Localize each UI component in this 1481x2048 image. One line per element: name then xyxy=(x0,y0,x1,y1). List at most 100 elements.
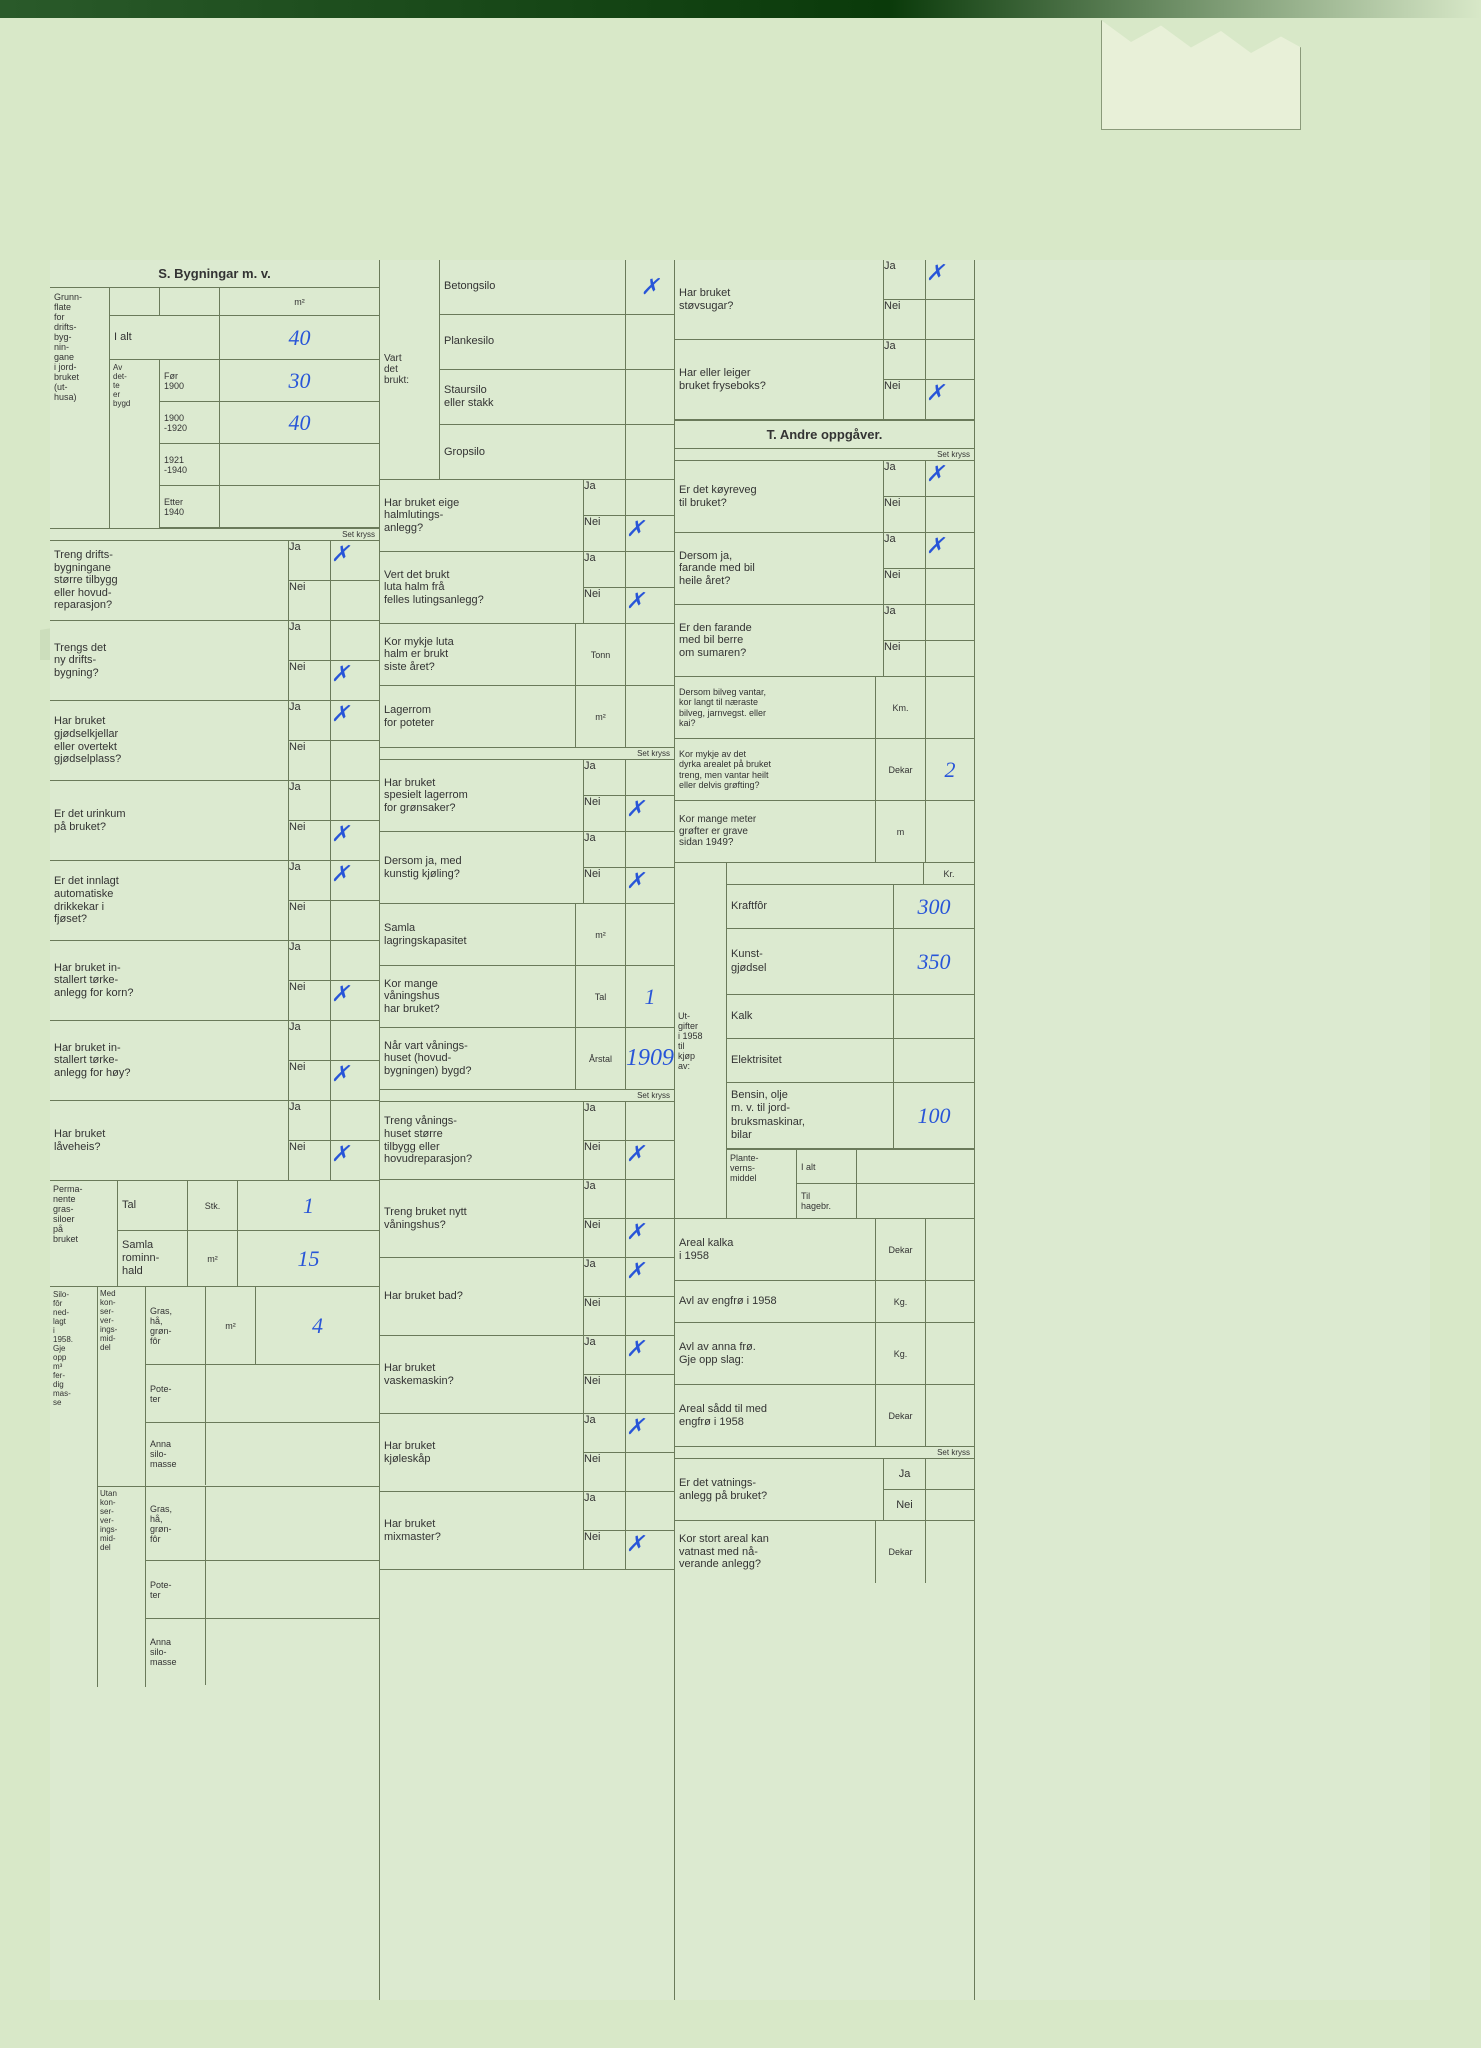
ja-mark xyxy=(626,1180,674,1218)
nei-mark xyxy=(331,581,379,620)
ialt-val: 40 xyxy=(220,316,379,359)
scanner-edge xyxy=(0,0,1481,18)
nei-label: Nei xyxy=(584,1219,626,1257)
sk3: Set kryss xyxy=(380,1090,674,1102)
expense-val: 300 xyxy=(894,885,974,928)
question: Har bruket in- stallert tørke- anlegg fo… xyxy=(50,941,289,1020)
year-label: Før 1900 xyxy=(160,360,220,401)
ja-label: Ja xyxy=(884,461,926,496)
question: Har bruket spesielt lagerrom for grønsak… xyxy=(380,760,584,831)
nei-mark: ✗ xyxy=(626,1531,674,1569)
ja-label: Ja xyxy=(884,533,926,568)
grunnflate-label: Grunn- flate for drifts- byg- nin- gane … xyxy=(50,288,110,528)
form-sheet: S. Bygningar m. v. Grunn- flate for drif… xyxy=(50,260,1430,2000)
km-u: Km. xyxy=(876,677,926,738)
ja-mark xyxy=(926,340,974,379)
kalka-q: Areal kalka i 1958 xyxy=(675,1219,876,1280)
nei-mark: ✗ xyxy=(626,516,674,551)
nei-label: Nei xyxy=(584,1531,626,1569)
nei-label: Nei xyxy=(584,1375,626,1413)
question: Trengs det ny drifts- bygning? xyxy=(50,621,289,700)
question: Har bruket kjøleskåp xyxy=(380,1414,584,1491)
silo-type: Plankesilo xyxy=(440,315,626,369)
nei-label: Nei xyxy=(289,661,331,700)
silofor-block: Silo- fôr ned- lagt i 1958. Gje opp m³ f… xyxy=(50,1287,379,1687)
lagerrom-q: Lagerrom for poteter xyxy=(380,686,576,747)
lagringskap-q: Samla lagringskapasitet xyxy=(380,904,576,965)
ja-mark xyxy=(331,1021,379,1060)
sadd-v xyxy=(926,1385,974,1446)
luta-halm-q: Kor mykje luta halm er brukt siste året? xyxy=(380,624,576,685)
expense-label: Kraftfôr xyxy=(727,885,894,928)
sk4: Set kryss xyxy=(675,449,974,461)
ja-mark: ✗ xyxy=(626,1414,674,1452)
vatning-ja xyxy=(926,1459,974,1489)
vhus-kor-v: 1 xyxy=(626,966,674,1027)
grofter-q: Kor mange meter grøfter er grave sidan 1… xyxy=(675,801,876,862)
silo-mark: ✗ xyxy=(626,260,674,314)
kg-u2: Kg. xyxy=(876,1323,926,1384)
ja-label: Ja xyxy=(584,1258,626,1296)
question: Har bruket bad? xyxy=(380,1258,584,1335)
nei-mark xyxy=(926,569,974,604)
year-val: 40 xyxy=(220,402,379,443)
vhus-nar-q: Når vart vånings- huset (hovud- bygninge… xyxy=(380,1028,576,1089)
nei-mark xyxy=(626,1375,674,1413)
question: Har bruket låveheis? xyxy=(50,1101,289,1180)
ja-mark: ✗ xyxy=(331,541,379,580)
nei-mark xyxy=(926,641,974,676)
ja-label: Ja xyxy=(289,1101,331,1140)
ja-label: Ja xyxy=(289,701,331,740)
poteter2: Pote- ter xyxy=(146,1561,206,1618)
year-val xyxy=(220,486,379,527)
silo-type: Staursilo eller stakk xyxy=(440,370,626,424)
nei-mark: ✗ xyxy=(331,981,379,1020)
question: Har bruket vaskemaskin? xyxy=(380,1336,584,1413)
nei-label: Nei xyxy=(884,300,926,339)
anna-fro-v xyxy=(926,1323,974,1384)
nei-mark xyxy=(626,1297,674,1335)
silo-mark xyxy=(626,425,674,480)
silo-mark xyxy=(626,370,674,424)
ja-label: Ja xyxy=(584,1414,626,1452)
luta-halm-v xyxy=(626,624,674,685)
expense-val xyxy=(894,995,974,1038)
vart-brukt: Vart det brukt: Betongsilo✗PlankesiloSta… xyxy=(380,260,674,480)
ja-mark xyxy=(926,605,974,640)
nei-mark: ✗ xyxy=(626,1141,674,1179)
nei-label: Nei xyxy=(584,1297,626,1335)
ja-label: Ja xyxy=(584,1336,626,1374)
question: Dersom ja, farande med bil heile året? xyxy=(675,533,884,604)
question: Har bruket mixmaster? xyxy=(380,1492,584,1569)
stk-unit: Stk. xyxy=(188,1181,238,1230)
ja-label: Ja xyxy=(289,781,331,820)
question: Er det innlagt automatiske drikkekar i f… xyxy=(50,861,289,940)
question: Er den farande med bil berre om sumaren? xyxy=(675,605,884,676)
ja-mark xyxy=(626,552,674,587)
section-s-header: S. Bygningar m. v. xyxy=(50,260,379,288)
question: Har bruket gjødselkjellar eller overtekt… xyxy=(50,701,289,780)
question: Har bruket eige halmlutings- anlegg? xyxy=(380,480,584,551)
year-label: 1900 -1920 xyxy=(160,402,220,443)
section-t-header: T. Andre oppgåver. xyxy=(675,420,974,449)
bilveg-q: Dersom bilveg vantar, kor langt til næra… xyxy=(675,677,876,738)
nei-label: Nei xyxy=(289,581,331,620)
expense-label: Elektrisitet xyxy=(727,1039,894,1082)
question: Er det køyreveg til bruket? xyxy=(675,461,884,532)
question: Treng bruket nytt våningshus? xyxy=(380,1180,584,1257)
ja-label: Ja xyxy=(584,760,626,795)
nei-mark xyxy=(926,497,974,532)
tal-val: 1 xyxy=(238,1181,379,1230)
ja-label: Ja xyxy=(584,480,626,515)
hagebr: Til hagebr. xyxy=(797,1184,857,1218)
nei-label: Nei xyxy=(289,1141,331,1180)
tonn-u: Tonn xyxy=(576,624,626,685)
ja-label: Ja xyxy=(584,552,626,587)
ja-mark xyxy=(626,760,674,795)
nei-mark: ✗ xyxy=(626,868,674,903)
question: Er det urinkum på bruket? xyxy=(50,781,289,860)
m-u: m xyxy=(876,801,926,862)
dekar-u: Dekar xyxy=(876,739,926,800)
ja-mark: ✗ xyxy=(926,461,974,496)
nei-label: Nei xyxy=(884,497,926,532)
